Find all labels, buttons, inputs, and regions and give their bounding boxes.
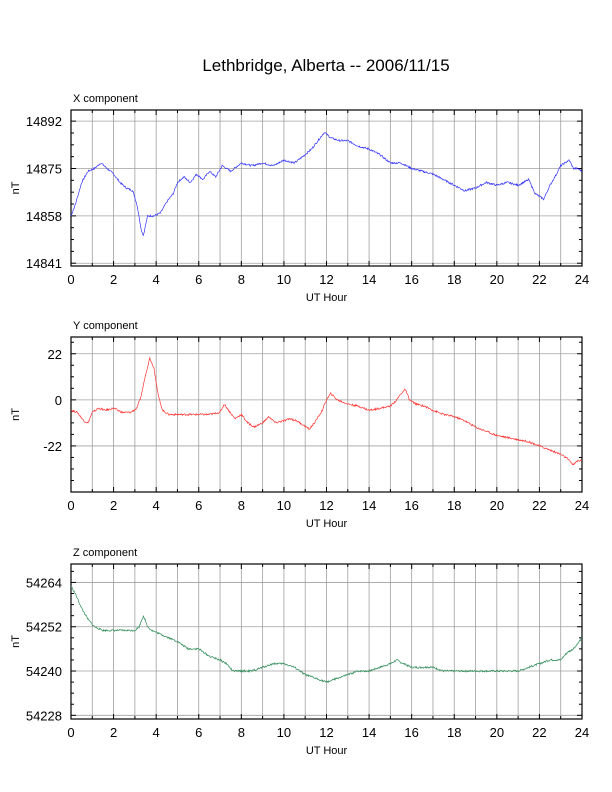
x-tick-label: 14 bbox=[362, 725, 376, 740]
x-axis-label: UT Hour bbox=[306, 745, 348, 757]
x-tick-label: 20 bbox=[490, 498, 504, 513]
chart-panel-3: 0 2 4 6 8 10 12 14 16 18 20 22 245422854240542525426… bbox=[10, 547, 589, 757]
y-tick-label: 14858 bbox=[26, 209, 62, 224]
x-tick-label: 20 bbox=[490, 725, 504, 740]
y-tick-label: 54240 bbox=[26, 664, 62, 679]
y-axis-label: nT bbox=[10, 408, 22, 421]
x-tick-label: 18 bbox=[447, 725, 461, 740]
x-tick-label: 16 bbox=[404, 725, 418, 740]
y-tick-label: 14841 bbox=[26, 256, 62, 271]
x-tick-label: 18 bbox=[447, 498, 461, 513]
x-tick-label: 2 bbox=[110, 498, 117, 513]
x-tick-label: 0 bbox=[67, 498, 74, 513]
x-axis-label: UT Hour bbox=[306, 292, 348, 304]
y-tick-label: 14875 bbox=[26, 162, 62, 177]
x-tick-label: 22 bbox=[532, 498, 546, 513]
panel-title: Z component bbox=[73, 547, 137, 559]
x-tick-label: 22 bbox=[532, 725, 546, 740]
y-tick-label: 22 bbox=[48, 347, 62, 362]
x-tick-label: 4 bbox=[153, 272, 160, 287]
x-tick-label: 20 bbox=[490, 272, 504, 287]
x-tick-label: 10 bbox=[277, 498, 291, 513]
y-tick-label: 14892 bbox=[26, 114, 62, 129]
x-tick-label: 6 bbox=[195, 272, 202, 287]
x-tick-label: 24 bbox=[575, 725, 589, 740]
x-tick-label: 4 bbox=[153, 498, 160, 513]
series-line bbox=[70, 132, 583, 237]
x-tick-label: 8 bbox=[238, 272, 245, 287]
chart-panel-1: 0 2 4 6 8 10 12 14 16 18 20 22 241484114858148751489… bbox=[10, 93, 589, 304]
y-tick-label: 54264 bbox=[26, 575, 62, 590]
page-title: Lethbridge, Alberta -- 2006/11/15 bbox=[202, 56, 450, 75]
y-tick-label: -22 bbox=[43, 439, 62, 454]
x-tick-label: 14 bbox=[362, 498, 376, 513]
x-tick-label: 4 bbox=[153, 725, 160, 740]
y-axis-label: nT bbox=[10, 635, 22, 648]
x-tick-label: 8 bbox=[238, 725, 245, 740]
y-tick-label: 54252 bbox=[26, 620, 62, 635]
x-tick-label: 8 bbox=[238, 498, 245, 513]
series-line bbox=[70, 585, 583, 684]
x-tick-label: 6 bbox=[195, 498, 202, 513]
x-tick-label: 24 bbox=[575, 272, 589, 287]
y-tick-label: 54228 bbox=[26, 708, 62, 723]
x-tick-label: 0 bbox=[67, 725, 74, 740]
x-tick-label: 2 bbox=[110, 272, 117, 287]
x-tick-label: 0 bbox=[67, 272, 74, 287]
x-tick-label: 12 bbox=[319, 272, 333, 287]
panel-title: X component bbox=[73, 93, 138, 105]
x-tick-label: 2 bbox=[110, 725, 117, 740]
x-tick-label: 10 bbox=[277, 272, 291, 287]
x-tick-label: 6 bbox=[195, 725, 202, 740]
x-tick-label: 18 bbox=[447, 272, 461, 287]
x-tick-label: 22 bbox=[532, 272, 546, 287]
x-tick-label: 16 bbox=[404, 272, 418, 287]
x-tick-label: 14 bbox=[362, 272, 376, 287]
x-tick-label: 10 bbox=[277, 725, 291, 740]
x-tick-label: 24 bbox=[575, 498, 589, 513]
y-axis-label: nT bbox=[10, 181, 22, 194]
x-tick-label: 12 bbox=[319, 725, 333, 740]
series-line bbox=[70, 356, 583, 466]
y-tick-label: 0 bbox=[55, 393, 62, 408]
x-axis-label: UT Hour bbox=[306, 518, 348, 530]
x-tick-label: 16 bbox=[404, 498, 418, 513]
x-tick-label: 12 bbox=[319, 498, 333, 513]
panel-title: Y component bbox=[73, 320, 138, 332]
